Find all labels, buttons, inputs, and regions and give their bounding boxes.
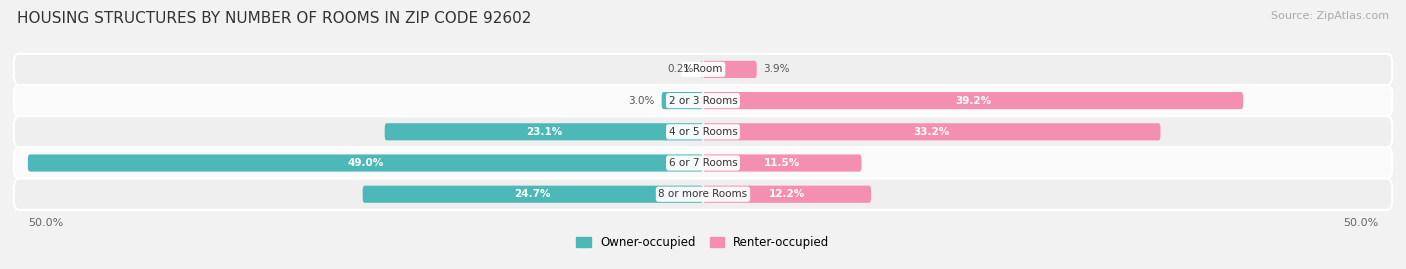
Text: 33.2%: 33.2% xyxy=(914,127,950,137)
FancyBboxPatch shape xyxy=(363,186,703,203)
Text: 8 or more Rooms: 8 or more Rooms xyxy=(658,189,748,199)
Text: Source: ZipAtlas.com: Source: ZipAtlas.com xyxy=(1271,11,1389,21)
FancyBboxPatch shape xyxy=(703,186,872,203)
Text: 50.0%: 50.0% xyxy=(1343,218,1378,228)
Text: 6 or 7 Rooms: 6 or 7 Rooms xyxy=(669,158,737,168)
Text: 3.0%: 3.0% xyxy=(628,95,655,106)
Text: 49.0%: 49.0% xyxy=(347,158,384,168)
FancyBboxPatch shape xyxy=(662,92,703,109)
FancyBboxPatch shape xyxy=(385,123,703,140)
Text: 4 or 5 Rooms: 4 or 5 Rooms xyxy=(669,127,737,137)
Text: 1 Room: 1 Room xyxy=(683,64,723,75)
Text: 12.2%: 12.2% xyxy=(769,189,806,199)
Text: 2 or 3 Rooms: 2 or 3 Rooms xyxy=(669,95,737,106)
Text: 39.2%: 39.2% xyxy=(955,95,991,106)
FancyBboxPatch shape xyxy=(14,54,1392,85)
Text: 11.5%: 11.5% xyxy=(763,158,800,168)
FancyBboxPatch shape xyxy=(14,147,1392,179)
FancyBboxPatch shape xyxy=(703,123,1160,140)
FancyBboxPatch shape xyxy=(14,179,1392,210)
Text: 24.7%: 24.7% xyxy=(515,189,551,199)
FancyBboxPatch shape xyxy=(14,85,1392,116)
Legend: Owner-occupied, Renter-occupied: Owner-occupied, Renter-occupied xyxy=(572,231,834,254)
Text: 0.2%: 0.2% xyxy=(666,64,693,75)
FancyBboxPatch shape xyxy=(703,154,862,172)
Text: 23.1%: 23.1% xyxy=(526,127,562,137)
FancyBboxPatch shape xyxy=(703,61,756,78)
Text: 50.0%: 50.0% xyxy=(28,218,63,228)
FancyBboxPatch shape xyxy=(700,61,703,78)
FancyBboxPatch shape xyxy=(28,154,703,172)
FancyBboxPatch shape xyxy=(14,116,1392,147)
Text: HOUSING STRUCTURES BY NUMBER OF ROOMS IN ZIP CODE 92602: HOUSING STRUCTURES BY NUMBER OF ROOMS IN… xyxy=(17,11,531,26)
Text: 3.9%: 3.9% xyxy=(763,64,790,75)
FancyBboxPatch shape xyxy=(703,92,1243,109)
